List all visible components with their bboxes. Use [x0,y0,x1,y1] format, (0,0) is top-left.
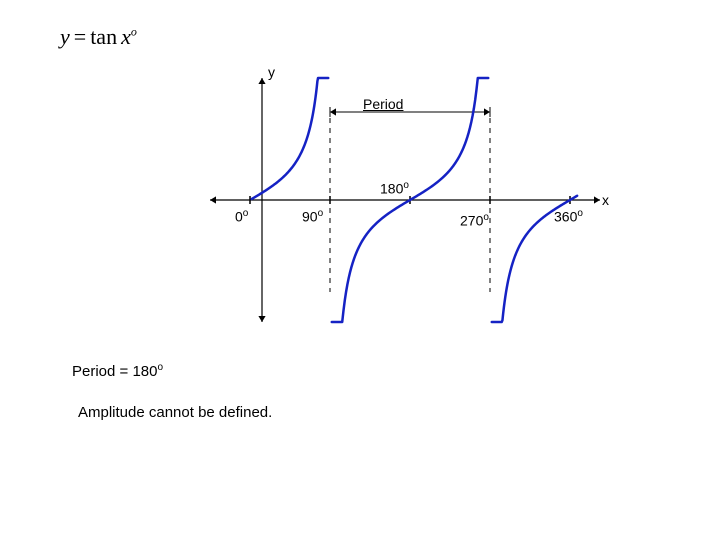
tick-0-deg: o [243,208,249,219]
graph-container: y Period 0o 90o 180o 270o 360o x [150,70,620,330]
tick-0: 0o [235,208,248,225]
equation-degree-sup: o [131,25,137,39]
tick-360: 360o [554,208,583,225]
tick-360-deg: o [577,208,583,219]
y-axis-label: y [268,64,275,80]
tick-90: 90o [302,208,323,225]
tick-360-num: 360 [554,209,577,225]
equation-tan: tan [90,24,117,49]
tick-180-deg: o [403,180,409,191]
equation: y=tanxo [60,24,137,50]
tick-270: 270o [460,212,489,229]
tick-0-num: 0 [235,209,243,225]
equation-equals: = [70,24,90,49]
x-axis-label: x [602,192,609,208]
tick-180-num: 180 [380,181,403,197]
equation-y: y [60,24,70,49]
period-bracket-label: Period [363,96,403,112]
equation-x: x [117,24,131,49]
period-statement: Period = 180o [72,362,163,380]
tick-270-num: 270 [460,213,483,229]
period-statement-sup: o [157,362,163,373]
tick-270-deg: o [483,212,489,223]
amplitude-statement: Amplitude cannot be defined. [78,404,272,421]
tick-90-num: 90 [302,209,318,225]
tick-90-deg: o [318,208,324,219]
tick-180: 180o [380,180,409,197]
period-statement-text: Period = 180 [72,363,157,380]
